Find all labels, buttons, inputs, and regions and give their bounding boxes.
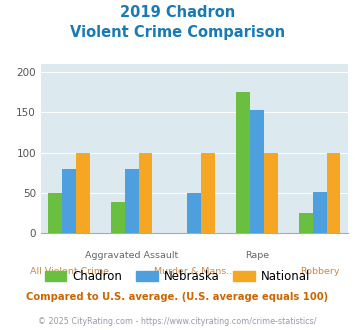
Bar xyxy=(187,193,201,233)
Bar xyxy=(125,169,138,233)
Bar xyxy=(264,152,278,233)
Bar xyxy=(76,152,90,233)
Text: © 2025 CityRating.com - https://www.cityrating.com/crime-statistics/: © 2025 CityRating.com - https://www.city… xyxy=(38,317,317,326)
Bar xyxy=(201,152,215,233)
Bar xyxy=(313,192,327,233)
Text: Murder & Mans...: Murder & Mans... xyxy=(154,267,235,276)
Text: Violent Crime Comparison: Violent Crime Comparison xyxy=(70,25,285,40)
Text: Aggravated Assault: Aggravated Assault xyxy=(85,251,178,260)
Bar xyxy=(62,169,76,233)
Text: Rape: Rape xyxy=(245,251,269,260)
Text: Compared to U.S. average. (U.S. average equals 100): Compared to U.S. average. (U.S. average … xyxy=(26,292,329,302)
Bar xyxy=(236,92,250,233)
Text: 2019 Chadron: 2019 Chadron xyxy=(120,5,235,20)
Bar xyxy=(138,152,152,233)
Text: Robbery: Robbery xyxy=(300,267,339,276)
Legend: Chadron, Nebraska, National: Chadron, Nebraska, National xyxy=(40,265,315,287)
Bar xyxy=(299,213,313,233)
Bar xyxy=(48,193,62,233)
Text: All Violent Crime: All Violent Crime xyxy=(29,267,109,276)
Bar xyxy=(250,110,264,233)
Bar xyxy=(327,152,340,233)
Bar xyxy=(111,202,125,233)
